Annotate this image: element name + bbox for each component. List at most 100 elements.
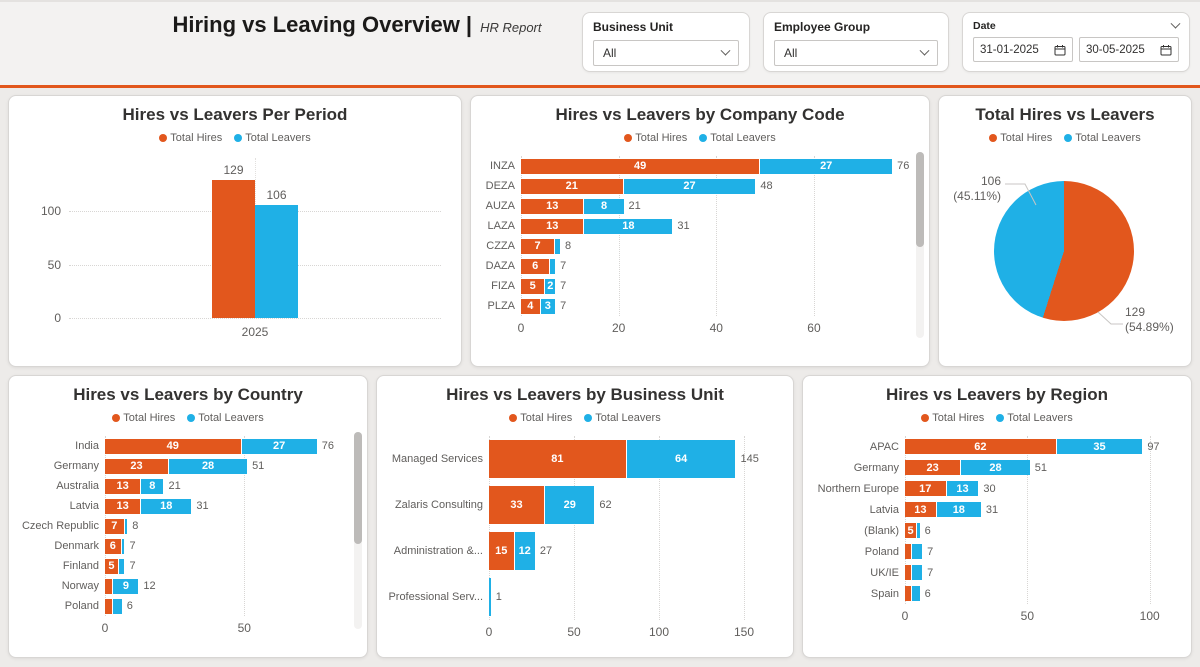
bar-segment-leavers[interactable]: 8 — [141, 478, 164, 494]
chevron-down-icon[interactable] — [1170, 18, 1181, 29]
bar-segment-hires[interactable] — [905, 586, 913, 601]
chart-row: APAC 62 35 97 — [803, 436, 1191, 457]
bar-segment-leavers[interactable] — [912, 544, 923, 559]
date-end-input[interactable]: 30-05-2025 — [1079, 37, 1179, 62]
scrollbar-thumb[interactable] — [916, 152, 924, 247]
bar-segment-hires[interactable] — [905, 565, 913, 580]
business-unit-bar-chart: Managed Services 81 64 145 Zalaris Consultin… — [377, 424, 793, 657]
bar-segment-hires[interactable]: 13 — [521, 218, 585, 234]
bar-segment-leavers[interactable] — [113, 598, 122, 614]
chart-title: Hires vs Leavers Per Period — [122, 105, 348, 124]
bar-value-hires: 15 — [495, 545, 508, 557]
legend-item-hires[interactable]: Total Hires — [989, 132, 1052, 144]
bar-segment-hires[interactable]: 5 — [521, 278, 546, 294]
bar-segment-leavers[interactable] — [118, 558, 125, 574]
bar-segment-leavers[interactable]: 18 — [141, 498, 192, 514]
employee-group-dropdown[interactable]: All — [774, 40, 938, 66]
card-hires-vs-leavers-by-company-code: Hires vs Leavers by Company Code Total H… — [470, 95, 930, 367]
bar-segment-leavers[interactable]: 64 — [626, 440, 736, 478]
bar-segment-hires[interactable]: 21 — [521, 178, 624, 194]
bar-segment-hires[interactable]: 33 — [489, 486, 546, 524]
bar-segment-hires[interactable]: 5 — [905, 523, 918, 538]
bar-segment-leavers[interactable]: 2 — [545, 278, 556, 294]
bar-segment-leavers[interactable] — [124, 518, 128, 534]
bar-segment-leavers[interactable]: 8 — [584, 198, 624, 214]
legend-item-hires[interactable]: Total Hires — [112, 412, 175, 424]
legend-item-hires[interactable]: Total Hires — [159, 132, 222, 144]
gridline — [716, 156, 718, 316]
business-unit-dropdown[interactable]: All — [593, 40, 739, 66]
bar-segment-leavers[interactable]: 27 — [760, 158, 893, 174]
bar-segment-hires[interactable]: 81 — [489, 440, 627, 478]
bar-segment-leavers[interactable]: 13 — [946, 481, 979, 496]
bar-segment-leavers[interactable]: 18 — [584, 218, 673, 234]
legend-item-leavers[interactable]: Total Leavers — [1064, 132, 1141, 144]
bar-hires[interactable] — [212, 180, 255, 318]
bar-segment-hires[interactable]: 7 — [521, 238, 556, 254]
bar-segment-leavers[interactable]: 3 — [540, 298, 556, 314]
bar-value-hires: 13 — [546, 220, 559, 232]
bar-segment-hires[interactable]: 49 — [105, 438, 242, 454]
bar-total-label: 6 — [924, 524, 931, 537]
bar-segment-hires[interactable]: 13 — [521, 198, 585, 214]
bar-segment-leavers[interactable]: 29 — [545, 486, 595, 524]
bar-segment-leavers[interactable]: 35 — [1056, 439, 1143, 454]
date-start-input[interactable]: 31-01-2025 — [973, 37, 1073, 62]
bar-segment-leavers[interactable]: 27 — [623, 178, 756, 194]
bar-segment-leavers[interactable] — [917, 523, 920, 538]
bar-segment-hires[interactable]: 49 — [521, 158, 761, 174]
chart-row: Northern Europe 17 13 30 — [803, 478, 1191, 499]
bar-segment-hires[interactable]: 6 — [521, 258, 551, 274]
bar-segment-leavers[interactable]: 9 — [113, 578, 139, 594]
category-label: PLZA — [487, 300, 515, 312]
bar-segment-hires[interactable] — [105, 598, 114, 614]
bar-segment-leavers[interactable] — [489, 578, 491, 616]
legend-item-hires[interactable]: Total Hires — [921, 412, 984, 424]
legend-item-leavers[interactable]: Total Leavers — [699, 132, 776, 144]
bar-segment-hires[interactable]: 13 — [105, 498, 142, 514]
y-tick-label: 100 — [40, 204, 61, 219]
bar-leavers[interactable] — [255, 204, 298, 318]
bar-segment-leavers[interactable]: 28 — [961, 460, 1030, 475]
bar-segment-leavers[interactable] — [550, 258, 556, 274]
legend-item-leavers[interactable]: Total Leavers — [996, 412, 1073, 424]
legend-item-hires[interactable]: Total Hires — [509, 412, 572, 424]
bar-area: 23 28 51 — [905, 460, 1157, 475]
bar-segment-hires[interactable]: 23 — [105, 458, 170, 474]
bar-segment-hires[interactable]: 4 — [521, 298, 541, 314]
bar-area: 49 27 76 — [521, 158, 909, 174]
legend-item-leavers[interactable]: Total Leavers — [584, 412, 661, 424]
bar-segment-leavers[interactable] — [912, 586, 920, 601]
bar-segment-hires[interactable]: 5 — [105, 558, 119, 574]
pie-slices[interactable] — [994, 181, 1134, 321]
bar-segment-leavers[interactable]: 28 — [169, 458, 248, 474]
bar-segment-hires[interactable]: 17 — [905, 481, 947, 496]
bar-segment-hires[interactable]: 62 — [905, 439, 1057, 454]
bar-segment-leavers[interactable]: 18 — [936, 502, 981, 517]
scrollbar-thumb[interactable] — [354, 432, 362, 544]
legend-item-leavers[interactable]: Total Leavers — [234, 132, 311, 144]
bar-segment-leavers[interactable] — [121, 538, 125, 554]
bar-segment-leavers[interactable]: 12 — [514, 532, 535, 570]
legend-item-hires[interactable]: Total Hires — [624, 132, 687, 144]
bar-segment-leavers[interactable]: 27 — [241, 438, 317, 454]
bar-segment-hires[interactable]: 13 — [905, 502, 937, 517]
scrollbar[interactable] — [916, 152, 924, 338]
bar-segment-hires[interactable]: 7 — [105, 518, 125, 534]
bar-segment-hires[interactable] — [905, 544, 913, 559]
chart-legend: Total Hires Total Leavers — [939, 132, 1191, 144]
bar-segment-hires[interactable]: 23 — [905, 460, 962, 475]
bar-segment-leavers[interactable] — [912, 565, 923, 580]
chart-row: Czech Republic 7 8 — [9, 516, 367, 536]
legend-item-leavers[interactable]: Total Leavers — [187, 412, 264, 424]
bar-segment-hires[interactable]: 13 — [105, 478, 142, 494]
scrollbar[interactable] — [354, 432, 362, 629]
bar-value-hires: 23 — [130, 460, 143, 472]
bar-segment-leavers[interactable] — [555, 238, 561, 254]
chart-title: Hires vs Leavers by Country — [73, 385, 303, 404]
bar-segment-hires[interactable] — [105, 578, 114, 594]
bar-segment-hires[interactable]: 6 — [105, 538, 122, 554]
bar-segment-hires[interactable]: 15 — [489, 532, 515, 570]
